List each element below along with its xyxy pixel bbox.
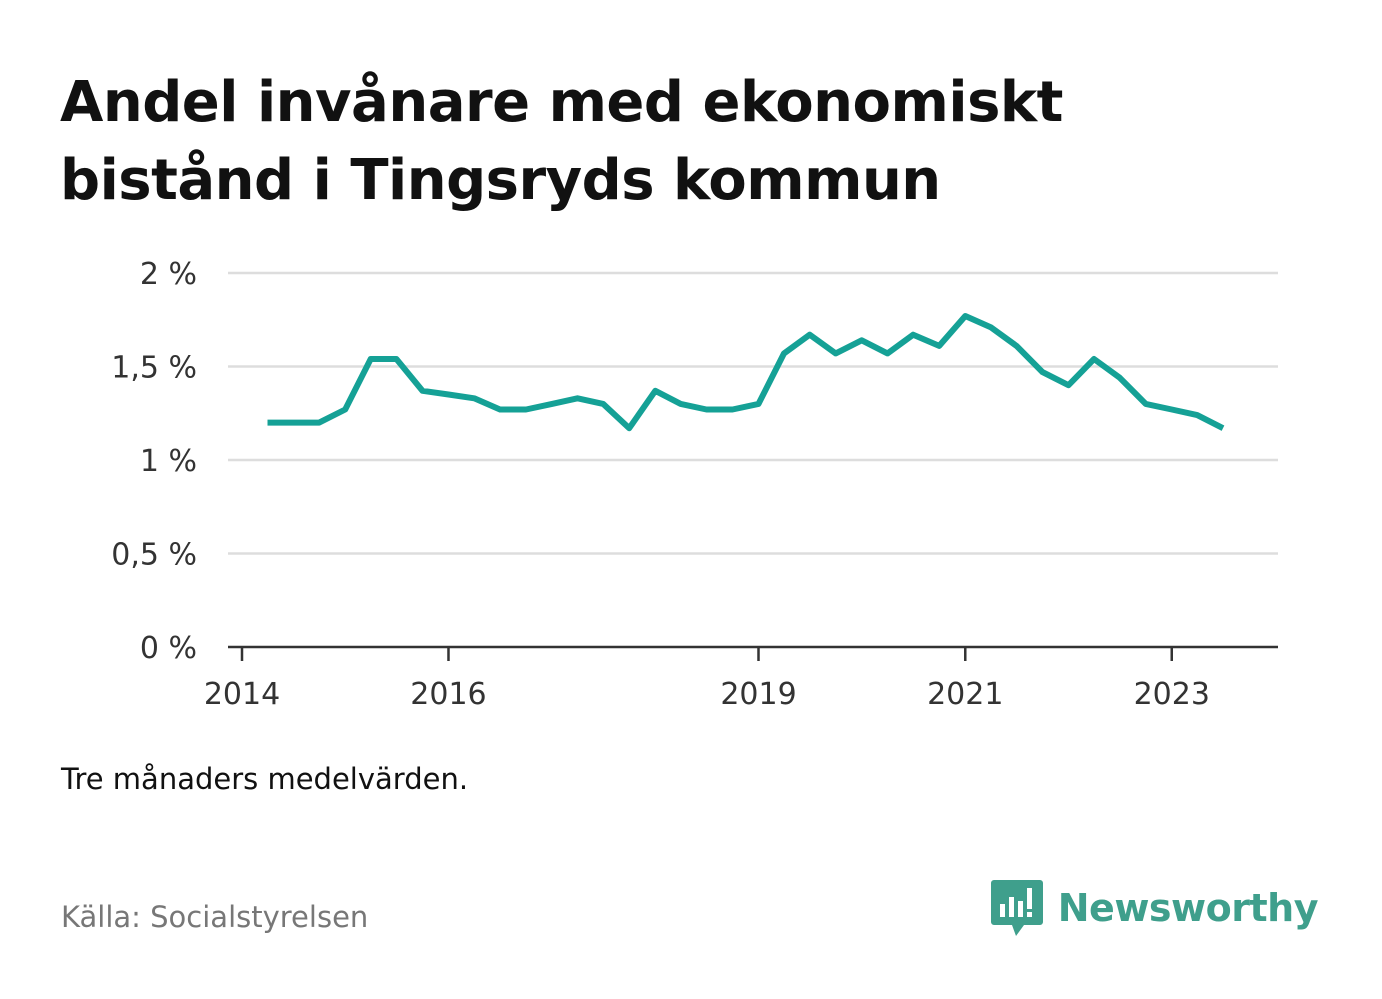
y-tick-label: 0,5 % xyxy=(111,538,197,573)
x-tick-label: 2021 xyxy=(927,677,1003,712)
y-tick-label: 1,5 % xyxy=(111,351,197,386)
y-tick-label: 1 % xyxy=(140,444,197,479)
x-tick-label: 2023 xyxy=(1134,677,1210,712)
series-line xyxy=(267,313,1225,432)
chart-title: Andel invånare med ekonomiskt bistånd i … xyxy=(60,70,1063,213)
source-credit: Källa: Socialstyrelsen xyxy=(61,900,369,934)
series-layer xyxy=(267,313,1225,432)
brand-name: Newsworthy xyxy=(1057,886,1319,930)
brand-logo: Newsworthy xyxy=(990,878,1319,938)
x-tick-label: 2016 xyxy=(410,677,486,712)
y-tick-label: 2 % xyxy=(140,257,197,292)
axes: 0 % 0,5 % 1 % 1,5 % 2 % 2014 2016 2019 2021 2023 xyxy=(111,257,1278,712)
chart-note: Tre månaders medelvärden. xyxy=(61,762,469,796)
x-tick-label: 2019 xyxy=(720,677,796,712)
newsworthy-logo-icon xyxy=(990,880,1043,936)
y-tick-label: 0 % xyxy=(140,631,197,666)
gridlines xyxy=(228,271,1278,555)
x-tick-label: 2014 xyxy=(204,677,280,712)
